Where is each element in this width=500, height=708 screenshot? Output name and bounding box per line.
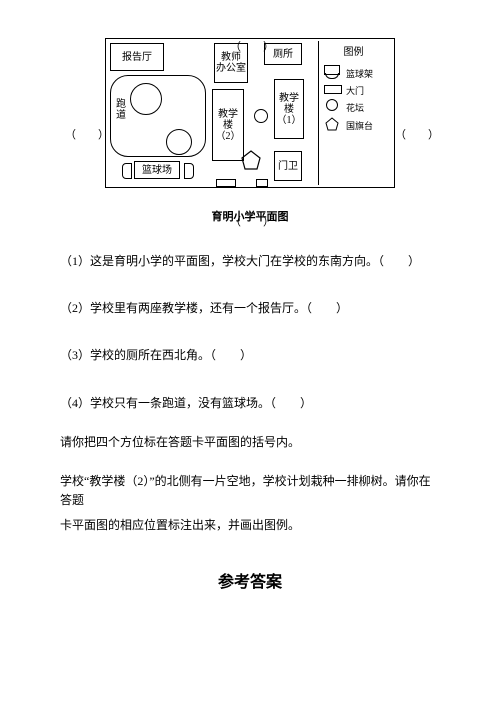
legend-divider — [318, 41, 319, 185]
label-menwei: 门卫 — [278, 161, 298, 172]
map-outline: 报告厅 教师 办公室 厕所 图例 篮球架 大门 花坛 国旗台 跑 — [105, 38, 395, 188]
gate-1 — [216, 179, 236, 187]
paren-right: （ ） — [395, 126, 439, 142]
instruction-1: 请你把四个方位标在答题卡平面图的括号内。 — [60, 433, 440, 452]
track-circle-2 — [166, 129, 192, 155]
legend-label-huatan: 花坛 — [346, 101, 364, 114]
room-jiaoxuelou1: 教学 楼 （1） — [274, 79, 304, 139]
gate-2 — [256, 179, 268, 187]
question-3: （3）学校的厕所在西北角。（ ） — [60, 346, 440, 365]
instruction-2a: 学校“教学楼（2）”的北侧有一片空地，学校计划栽种一排柳树。请你在答题 — [60, 472, 440, 510]
question-2: （2）学校里有两座教学楼，还有一个报告厅。（ ） — [60, 299, 440, 318]
legend-sym-damen — [324, 85, 342, 94]
label-cesuo: 厕所 — [273, 49, 293, 60]
legend-label-guoqitai: 国旗台 — [346, 119, 373, 132]
instruction-2b: 卡平面图的相应位置标注出来，并画出图例。 — [60, 516, 440, 535]
hoop-left — [122, 163, 132, 179]
icon-huatan — [254, 109, 268, 123]
legend-sym-huatan — [326, 99, 338, 111]
label-jxl2: 教学 楼 （2） — [216, 109, 241, 142]
icon-guoqitai — [240, 149, 258, 167]
room-cesuo: 厕所 — [264, 43, 302, 65]
hoop-right — [184, 163, 194, 179]
question-1: （1）这是育明小学的平面图，学校大门在学校的东南方向。（ ） — [60, 252, 440, 271]
room-baogaoting: 报告厅 — [110, 43, 164, 71]
label-tuli: 图例 — [344, 47, 364, 58]
room-jiaoshi-bangongshi: 教师 办公室 — [214, 43, 248, 83]
paren-left: （ ） — [65, 126, 109, 142]
answers-heading: 参考答案 — [60, 568, 440, 592]
label-lanqiuchang: 篮球场 — [142, 165, 172, 176]
legend-sym-lanqiujia-arc — [325, 73, 339, 79]
legend-title: 图例 — [321, 45, 386, 59]
track-circle-1 — [130, 83, 162, 115]
question-4: （4）学校只有一条跑道，没有篮球场。（ ） — [60, 394, 440, 413]
label-jxl1: 教学 楼 （1） — [277, 93, 302, 126]
paren-bottom: （ ） — [230, 213, 274, 229]
legend-label-damen: 大门 — [346, 84, 364, 97]
label-baogaoting: 报告厅 — [122, 52, 152, 63]
legend-sym-guoqitai — [325, 117, 339, 135]
floor-plan-diagram: （ ） （ ） （ ） （ ） 报告厅 教师 办公室 厕所 图例 篮球架 大门 … — [95, 38, 405, 188]
legend-label-lanqiujia: 篮球架 — [346, 67, 373, 80]
room-menwei: 门卫 — [274, 151, 302, 181]
room-lanqiuchang: 篮球场 — [134, 161, 180, 179]
label-jiaoshibgs: 教师 办公室 — [216, 52, 246, 74]
